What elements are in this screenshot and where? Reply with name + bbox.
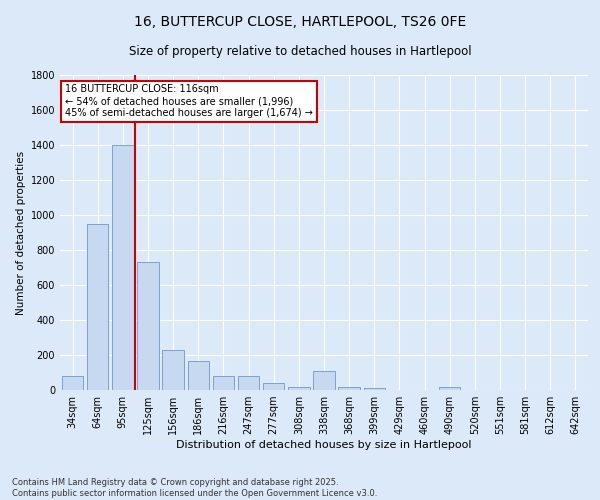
Y-axis label: Number of detached properties: Number of detached properties <box>16 150 26 314</box>
X-axis label: Distribution of detached houses by size in Hartlepool: Distribution of detached houses by size … <box>176 440 472 450</box>
Bar <box>112 145 134 390</box>
Bar <box>288 386 310 390</box>
Bar <box>439 386 460 390</box>
Bar <box>313 371 335 390</box>
Bar <box>188 361 209 390</box>
Bar <box>213 376 234 390</box>
Bar <box>137 262 158 390</box>
Bar <box>87 224 109 390</box>
Bar <box>163 350 184 390</box>
Text: 16, BUTTERCUP CLOSE, HARTLEPOOL, TS26 0FE: 16, BUTTERCUP CLOSE, HARTLEPOOL, TS26 0F… <box>134 15 466 29</box>
Bar <box>62 376 83 390</box>
Bar <box>338 386 360 390</box>
Text: Size of property relative to detached houses in Hartlepool: Size of property relative to detached ho… <box>128 45 472 58</box>
Text: 16 BUTTERCUP CLOSE: 116sqm
← 54% of detached houses are smaller (1,996)
45% of s: 16 BUTTERCUP CLOSE: 116sqm ← 54% of deta… <box>65 84 313 117</box>
Text: Contains HM Land Registry data © Crown copyright and database right 2025.
Contai: Contains HM Land Registry data © Crown c… <box>12 478 377 498</box>
Bar <box>364 388 385 390</box>
Bar <box>263 383 284 390</box>
Bar <box>238 376 259 390</box>
